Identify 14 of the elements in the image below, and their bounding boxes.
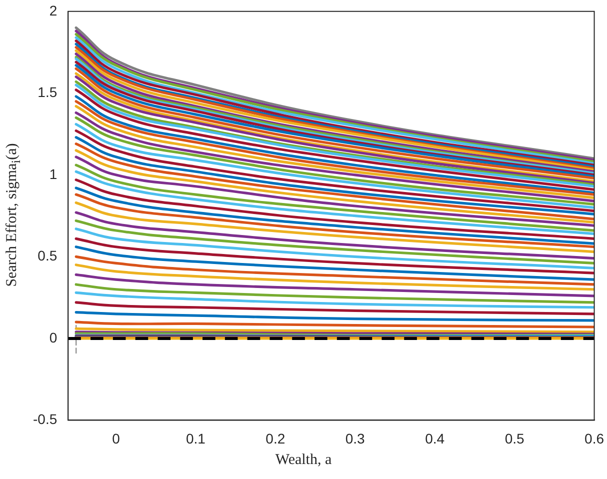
x-tick-label: 0.6	[584, 430, 604, 446]
y-tick-label: 1.5	[38, 84, 58, 100]
x-tick-label: 0.1	[186, 430, 206, 446]
y-tick-label: 1	[49, 166, 58, 182]
y-tick-label: 0	[49, 329, 58, 346]
x-tick-label: 0.5	[504, 430, 524, 446]
x-tick-label: 0.2	[266, 430, 286, 446]
y-tick-label: 0.5	[38, 248, 58, 264]
y-tick-label: 2	[49, 2, 58, 18]
y-tick-label: -0.5	[33, 411, 58, 428]
x-tick-label: 0	[112, 430, 120, 446]
x-tick-label: 0.4	[425, 430, 445, 446]
x-tick-label: 0.3	[345, 430, 366, 446]
x-axis-title: Wealth, a	[274, 452, 333, 469]
